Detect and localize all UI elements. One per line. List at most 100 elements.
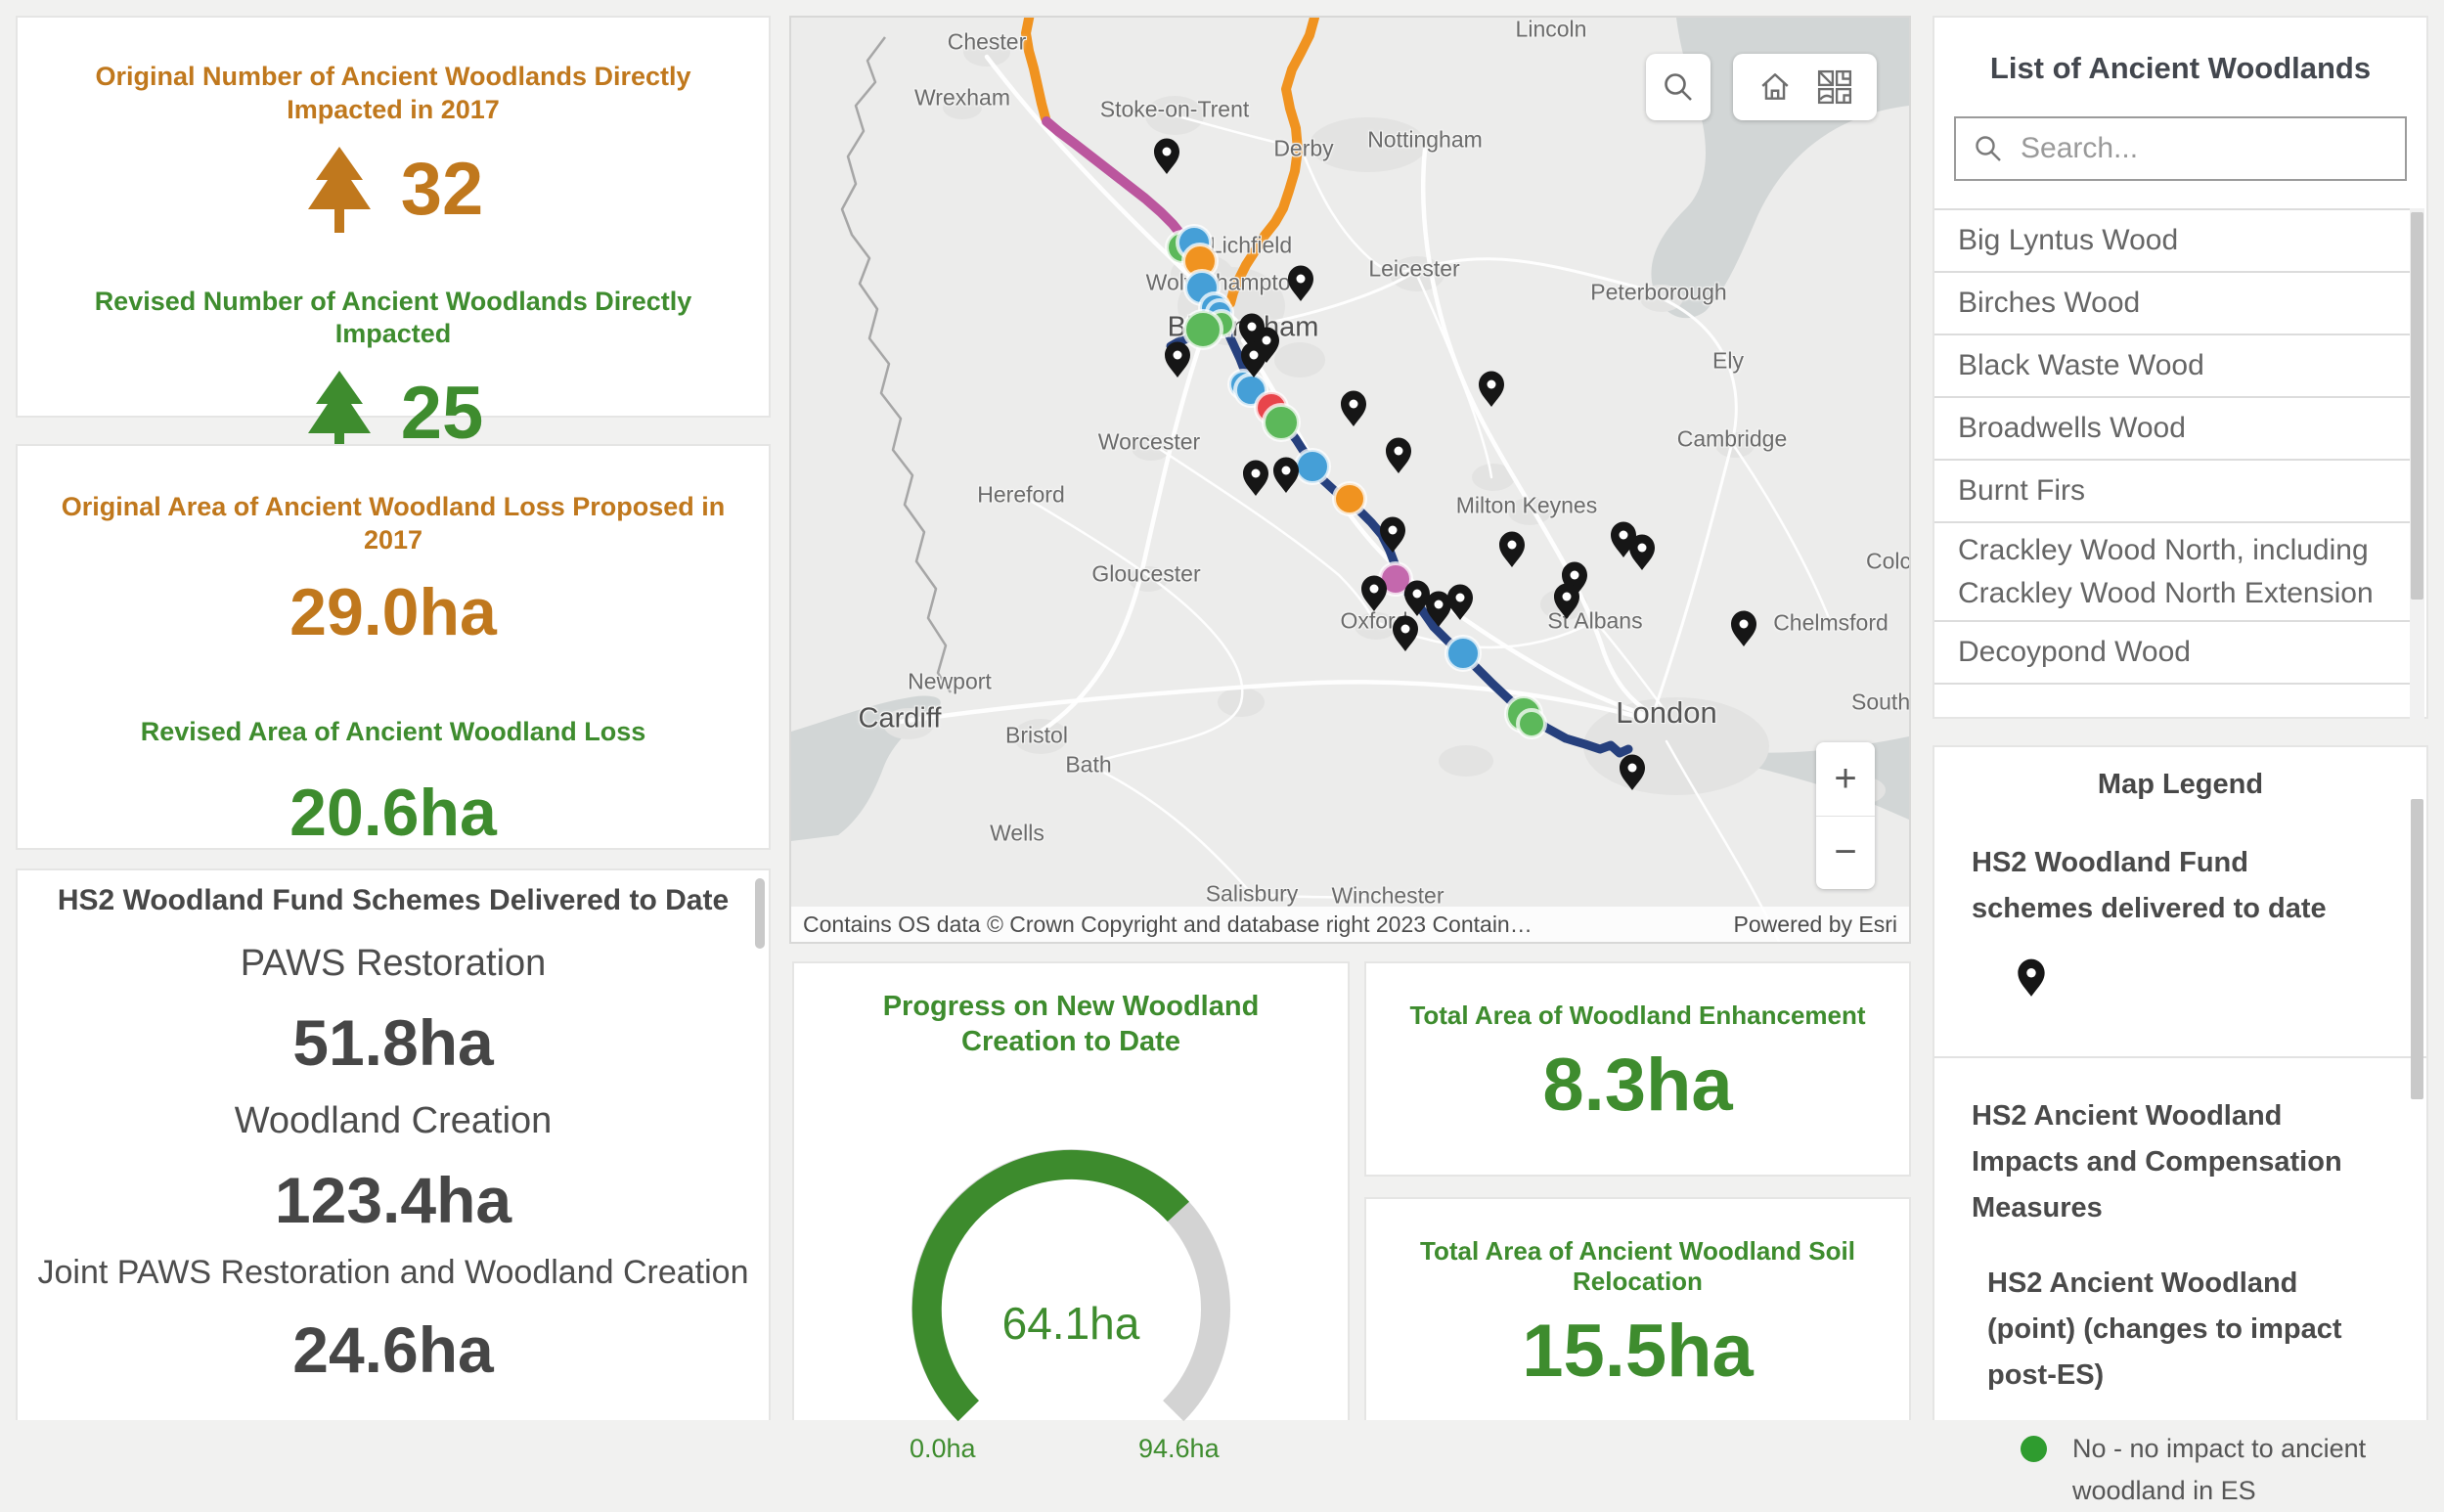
fund-scheme-pin[interactable] xyxy=(1241,341,1266,378)
list-item[interactable]: Burnt Firs xyxy=(1934,461,2411,523)
road-line xyxy=(897,680,1645,725)
fund-scheme-pin[interactable] xyxy=(1620,754,1645,791)
legend-scrollbar-thumb[interactable] xyxy=(2411,799,2423,1099)
fund-scheme-pin[interactable] xyxy=(1447,584,1473,621)
road-line xyxy=(1087,572,1244,767)
fund-scheme-pin[interactable] xyxy=(1404,580,1430,617)
list-item[interactable]: Birches Wood xyxy=(1934,273,2411,335)
fund-scheme-pin[interactable] xyxy=(1731,610,1756,647)
fund-scheme-pin[interactable] xyxy=(1243,460,1268,497)
city-label-cambridge: Cambridge xyxy=(1676,425,1788,452)
stat-value: 8.3ha xyxy=(1542,1044,1733,1127)
city-label-leicester: Leicester xyxy=(1368,255,1460,282)
list-item[interactable]: Black Waste Wood xyxy=(1934,335,2411,398)
counts-revised-value: 25 xyxy=(400,372,484,455)
fund-scheme-pin[interactable] xyxy=(1393,615,1418,652)
woodland-point-blue[interactable] xyxy=(1444,635,1482,672)
gauge-value: 64.1ha xyxy=(1001,1297,1140,1349)
list-scrollbar-thumb[interactable] xyxy=(2411,212,2423,600)
stat-title: Total Area of Woodland Enhancement xyxy=(1409,1001,1866,1030)
schemes-scrollbar-thumb[interactable] xyxy=(755,878,765,949)
home-icon[interactable] xyxy=(1758,70,1792,104)
scheme-value: 24.6ha xyxy=(292,1313,494,1386)
woodland-point-green[interactable] xyxy=(1182,309,1223,350)
woodland-point-orange[interactable] xyxy=(1332,481,1367,516)
legend-title: Map Legend xyxy=(2097,769,2264,800)
fund-scheme-pin[interactable] xyxy=(1288,265,1313,302)
city-label-lincoln: Lincoln xyxy=(1515,16,1587,42)
woodland-point-green[interactable] xyxy=(1262,403,1301,442)
ancient-woodlands-list-panel: List of Ancient Woodlands Big Lyntus Woo… xyxy=(1933,16,2428,719)
city-label-bristol: Bristol xyxy=(1005,722,1068,748)
fund-scheme-pin[interactable] xyxy=(1380,516,1405,554)
fund-scheme-pin[interactable] xyxy=(1479,371,1504,408)
list-item[interactable]: Decoypond Wood xyxy=(1934,622,2411,685)
urban-area xyxy=(963,37,1010,67)
search-icon xyxy=(1665,73,1692,101)
route-hs2-phase-2b-west[interactable] xyxy=(1042,116,1185,239)
map-legend-panel: Map Legend HS2 Woodland Fund schemes del… xyxy=(1933,745,2428,1505)
woodland-list: Big Lyntus Wood Birches Wood Black Waste W… xyxy=(1934,208,2411,702)
legend-group-impacts: HS2 Ancient Woodland Impacts and Compens… xyxy=(1972,1099,2342,1223)
list-item[interactable]: Big Lyntus Wood xyxy=(1934,210,2411,273)
map-search-button[interactable] xyxy=(1646,54,1711,120)
city-label-colch: Colch xyxy=(1866,548,1911,574)
woodland-search-field[interactable] xyxy=(1954,116,2407,181)
fund-scheme-pin[interactable] xyxy=(1386,437,1411,474)
legend-group-fund-schemes: HS2 Woodland Fund schemes delivered to d… xyxy=(1972,847,2327,924)
city-label-milton-keynes: Milton Keynes xyxy=(1455,492,1598,518)
fund-scheme-pin[interactable] xyxy=(1154,138,1179,175)
areas-revised-value: 20.6ha xyxy=(289,776,497,851)
legend-item-no-impact: No - no impact to ancient woodland in ES xyxy=(2021,1428,2426,1512)
city-label-london: London xyxy=(1616,695,1717,730)
list-item-partial[interactable] xyxy=(1934,685,2411,702)
list-item[interactable]: Broadwells Wood xyxy=(1934,398,2411,461)
fund-scheme-pin[interactable] xyxy=(1629,534,1655,571)
map-city-labels: Chester Lincoln Wrexham Stoke-on-Trent Derby… xyxy=(791,18,1909,942)
fund-scheme-pin[interactable] xyxy=(1499,531,1525,568)
basemap-gallery-icon[interactable] xyxy=(1817,69,1852,105)
road-line xyxy=(1412,267,1493,479)
fund-scheme-pin[interactable] xyxy=(1341,390,1366,427)
city-label-souther: Souther xyxy=(1851,689,1911,715)
fund-scheme-pin[interactable] xyxy=(1426,591,1451,628)
city-label-cardiff: Cardiff xyxy=(858,702,942,734)
road-line xyxy=(1087,763,1390,899)
woodland-point-blue[interactable] xyxy=(1294,448,1331,485)
fund-scheme-pin[interactable] xyxy=(1361,575,1387,612)
list-item[interactable]: Crackley Wood North, including Crackley … xyxy=(1934,523,2411,622)
search-input[interactable] xyxy=(2019,131,2355,166)
zoom-in-button[interactable]: + xyxy=(1816,742,1875,817)
city-label-wells: Wells xyxy=(990,820,1044,846)
fund-scheme-pin[interactable] xyxy=(1554,583,1579,620)
road-line xyxy=(1173,113,1306,151)
search-icon xyxy=(1976,136,2001,161)
divider xyxy=(1934,1055,2426,1058)
card-progress-gauge: Progress on New Woodland Creation to Dat… xyxy=(792,961,1350,1463)
list-scrollbar[interactable] xyxy=(2410,208,2424,719)
city-label-lichfield: Lichfield xyxy=(1209,232,1293,258)
stat-value: 15.5ha xyxy=(1522,1310,1754,1393)
road-line xyxy=(1421,147,1655,717)
woodland-point-green[interactable] xyxy=(1516,708,1547,739)
map[interactable]: Chester Lincoln Wrexham Stoke-on-Trent Derby… xyxy=(789,16,1911,944)
city-label-chelmsford: Chelmsford xyxy=(1773,609,1889,636)
scheme-value: 123.4ha xyxy=(274,1164,512,1236)
road-line xyxy=(1019,493,1148,576)
urban-area xyxy=(1439,745,1493,777)
legend-scrollbar[interactable] xyxy=(2410,796,2424,1418)
fund-scheme-pin[interactable] xyxy=(1165,341,1190,378)
card-woodland-enhancement: Total Area of Woodland Enhancement 8.3ha xyxy=(1364,961,1911,1177)
map-zoom-control: + − xyxy=(1816,742,1875,889)
zoom-out-button[interactable]: − xyxy=(1834,830,1857,874)
route-hs2-phase-2a[interactable] xyxy=(1225,18,1319,308)
card-woodland-loss-areas: Original Area of Ancient Woodland Loss P… xyxy=(16,444,771,850)
road-line xyxy=(1038,308,1215,734)
urban-area xyxy=(1274,342,1325,378)
card-woodland-counts: Original Number of Ancient Woodlands Dir… xyxy=(16,16,771,457)
city-label-winchester: Winchester xyxy=(1331,882,1444,909)
scheme-label: PAWS Restoration xyxy=(240,943,547,984)
fund-scheme-pin[interactable] xyxy=(1273,457,1299,494)
route-hs2-phase-2b-north[interactable] xyxy=(1021,18,1050,123)
attribution-text: Contains OS data © Crown Copyright and d… xyxy=(803,911,1533,937)
